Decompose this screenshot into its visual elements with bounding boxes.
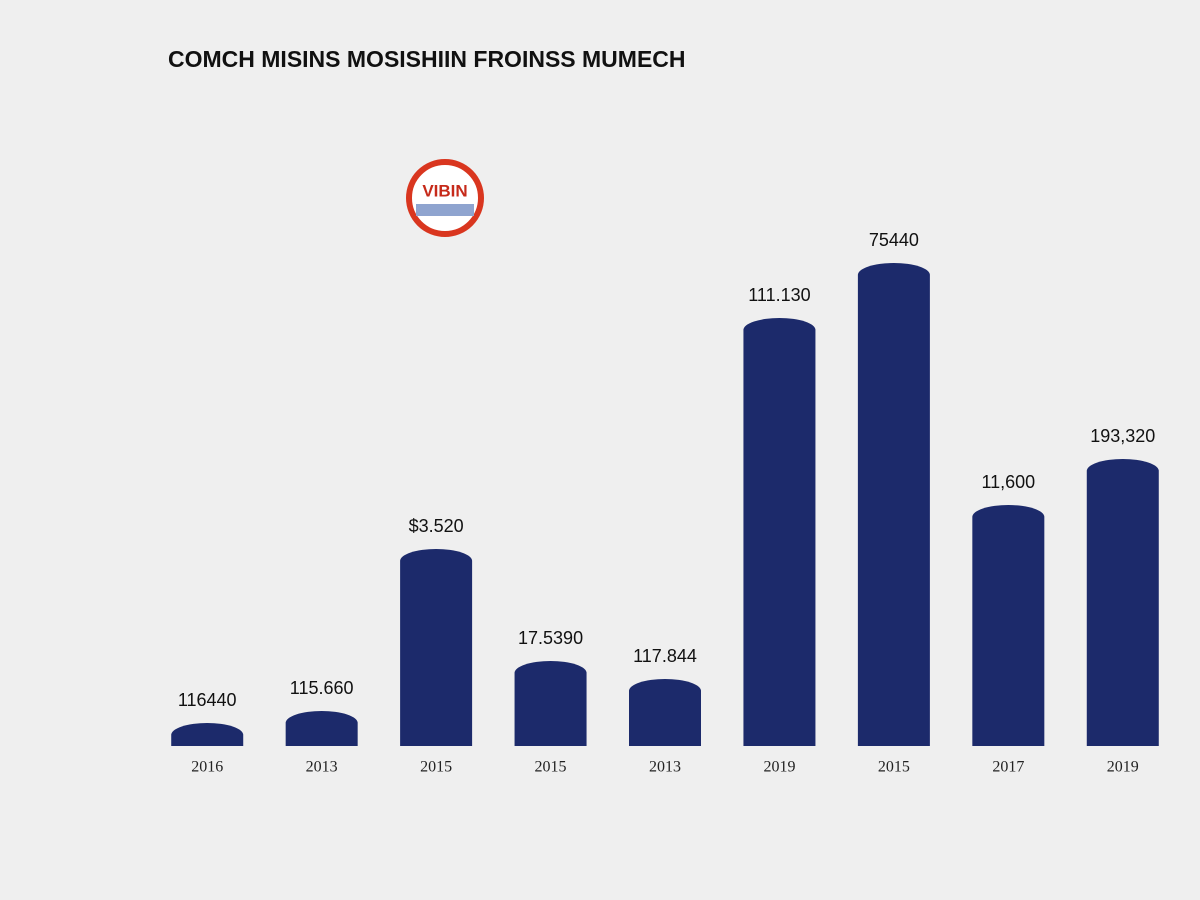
logo-text: VIBIN	[422, 181, 467, 200]
x-tick-label: 2015	[878, 759, 910, 776]
bar-annotation: 193,320	[1090, 426, 1155, 446]
bar-annotation: 75440	[869, 230, 919, 250]
bar	[1086, 459, 1159, 746]
x-tick-label: 2013	[306, 759, 338, 776]
bar-annotation: 116440	[178, 690, 237, 710]
bar-annotation: 115.660	[290, 678, 354, 698]
x-tick-label: 2019	[763, 759, 795, 776]
bar-annotation: $3.520	[409, 516, 464, 536]
bar	[857, 263, 930, 746]
x-tick-label: 2017	[992, 759, 1024, 776]
bar	[285, 711, 358, 746]
x-tick-label: 2013	[649, 759, 681, 776]
bar	[400, 549, 473, 746]
bar	[972, 505, 1045, 746]
bar	[171, 723, 244, 746]
bar	[514, 661, 587, 746]
x-tick-label: 2015	[420, 759, 452, 776]
bar-annotation: 117.844	[633, 646, 697, 666]
bar	[743, 318, 816, 746]
chart-title: COMCH MISINS MOSISHIIN FROINSS MUMECH	[168, 46, 686, 72]
logo-badge: VIBIN	[406, 159, 484, 237]
x-tick-label: 2015	[535, 759, 567, 776]
bar-annotation: 11,600	[981, 472, 1035, 492]
bar-annotation: 111.130	[748, 285, 810, 305]
logo-ribbon	[416, 204, 474, 216]
bar-annotation: 17.5390	[518, 628, 583, 648]
bar	[629, 679, 701, 746]
x-tick-label: 2016	[191, 759, 223, 776]
x-tick-label: 2019	[1107, 759, 1139, 776]
